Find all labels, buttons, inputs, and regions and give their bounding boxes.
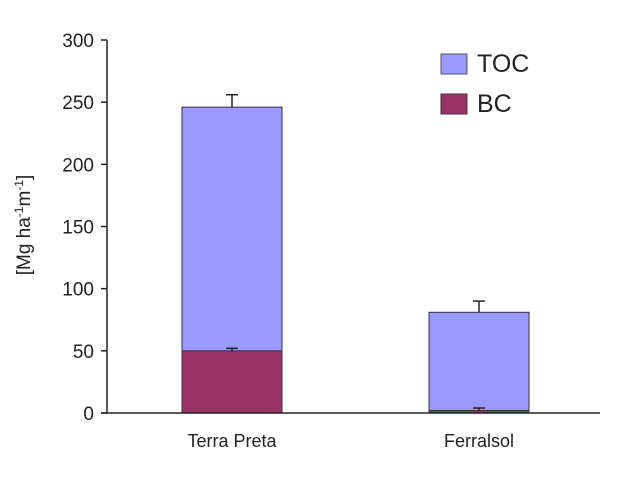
legend-swatch-bc: [440, 93, 468, 115]
y-tick-label: 200: [62, 155, 94, 176]
legend: TOC BC: [440, 50, 529, 118]
y-axis-label: [Mg ha-1m-1]: [12, 175, 35, 276]
bar-toc: [428, 311, 530, 414]
legend-label-toc: TOC: [477, 50, 529, 78]
x-category-label: Terra Preta: [187, 431, 277, 451]
legend-label-bc: BC: [477, 90, 512, 118]
y-tick-label: 100: [62, 280, 94, 301]
x-category-label: Ferralsol: [444, 431, 514, 451]
y-tick-label: 250: [62, 93, 94, 114]
legend-swatch-toc: [440, 53, 468, 75]
y-tick-label: 150: [62, 218, 94, 239]
y-tick-label: 300: [62, 31, 94, 52]
y-tick-label: 0: [83, 404, 94, 425]
y-tick-label: 50: [73, 342, 94, 363]
bar-bc: [181, 350, 283, 414]
